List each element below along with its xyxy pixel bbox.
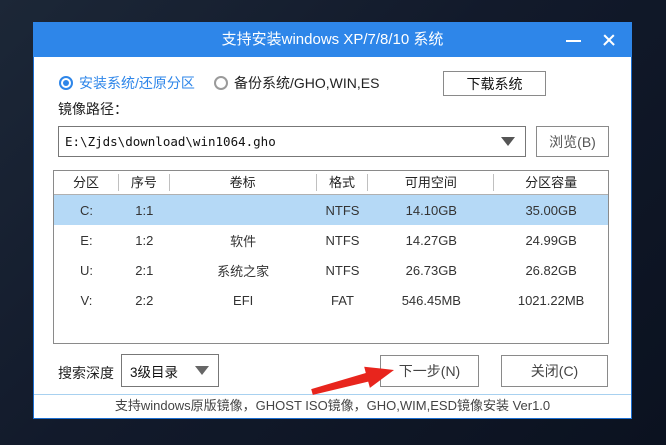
table-cell: 26.73GB	[405, 262, 457, 278]
installer-window: 支持安装windows XP/7/8/10 系统 安装系统/还原分区 备份系统/…	[33, 22, 632, 419]
radio-backup-label: 备份系统/GHO,WIN,ES	[234, 75, 380, 91]
table-cell: 1:1	[135, 202, 154, 218]
close-dialog-button[interactable]: 关闭(C)	[501, 355, 608, 387]
table-row[interactable]: C: 1:1 NTFS 14.10GB 35.00GB	[54, 195, 608, 225]
title-bar: 支持安装windows XP/7/8/10 系统	[33, 22, 632, 57]
column-header[interactable]: 格式	[317, 174, 369, 191]
search-depth-label: 搜索深度	[58, 365, 114, 381]
table-cell: E:	[80, 232, 93, 248]
chevron-down-icon	[195, 366, 209, 375]
column-header[interactable]: 分区	[54, 174, 119, 191]
window-title: 支持安装windows XP/7/8/10 系统	[221, 31, 444, 48]
table-cell: FAT	[331, 292, 354, 308]
table-cell: C:	[79, 202, 93, 218]
table-cell: NTFS	[325, 262, 360, 278]
browse-button[interactable]: 浏览(B)	[536, 126, 609, 157]
search-depth-select[interactable]: 3级目录	[121, 354, 219, 387]
column-header[interactable]: 可用空间	[368, 174, 495, 191]
radio-backup-system[interactable]: 备份系统/GHO,WIN,ES	[214, 73, 379, 93]
minimize-icon	[566, 40, 581, 42]
partition-table: 分区 序号 卷标 格式 可用空间 分区容量 C: 1:1 NTFS 14.10GB 35.00GB…	[53, 170, 609, 344]
table-cell: 2:2	[135, 292, 154, 308]
table-cell: 546.45MB	[401, 292, 461, 308]
table-cell: 14.27GB	[405, 232, 457, 248]
image-path-label: 镜像路径：	[58, 101, 128, 117]
table-cell: 24.99GB	[525, 232, 577, 248]
table-cell: 系统之家	[217, 263, 270, 279]
chevron-down-icon[interactable]	[501, 137, 515, 146]
radio-selected-icon	[59, 76, 73, 90]
column-header[interactable]: 分区容量	[525, 175, 578, 190]
table-cell: NTFS	[325, 232, 360, 248]
column-header[interactable]: 序号	[119, 174, 170, 191]
radio-install-system[interactable]: 安装系统/还原分区	[59, 73, 195, 93]
column-header[interactable]: 卷标	[170, 174, 317, 191]
close-button[interactable]	[598, 30, 620, 50]
download-system-button[interactable]: 下载系统	[443, 71, 546, 96]
table-header-row: 分区 序号 卷标 格式 可用空间 分区容量	[54, 171, 608, 195]
table-cell: 2:1	[135, 262, 154, 278]
table-cell: 1:2	[135, 232, 154, 248]
minimize-button[interactable]	[562, 30, 586, 50]
table-cell: 35.00GB	[525, 202, 577, 218]
table-row[interactable]: U: 2:1 系统之家 NTFS 26.73GB 26.82GB	[54, 255, 608, 285]
table-cell: 26.82GB	[525, 262, 577, 278]
table-cell: 软件	[230, 233, 257, 249]
table-cell: U:	[79, 262, 93, 278]
status-bar: 支持windows原版镜像，GHOST ISO镜像，GHO,WIM,ESD镜像安…	[34, 394, 631, 418]
table-cell: EFI	[233, 292, 254, 308]
table-cell: 1021.22MB	[517, 292, 585, 308]
table-cell: NTFS	[325, 202, 360, 218]
table-row[interactable]: V: 2:2 EFI FAT 546.45MB 1021.22MB	[54, 285, 608, 315]
image-path-value[interactable]: E:\Zjds\download\win1064.gho	[65, 134, 276, 149]
table-body: C: 1:1 NTFS 14.10GB 35.00GB E: 1:2 软件 NTFS 14.27G…	[54, 195, 608, 315]
search-depth-value: 3级目录	[130, 364, 179, 380]
radio-install-label: 安装系统/还原分区	[79, 75, 195, 91]
radio-unselected-icon	[214, 76, 228, 90]
table-row[interactable]: E: 1:2 软件 NTFS 14.27GB 24.99GB	[54, 225, 608, 255]
table-cell: 14.10GB	[405, 202, 457, 218]
image-path-combobox[interactable]: E:\Zjds\download\win1064.gho	[58, 126, 526, 157]
table-cell: V:	[80, 292, 93, 308]
next-button[interactable]: 下一步(N)	[380, 355, 479, 387]
